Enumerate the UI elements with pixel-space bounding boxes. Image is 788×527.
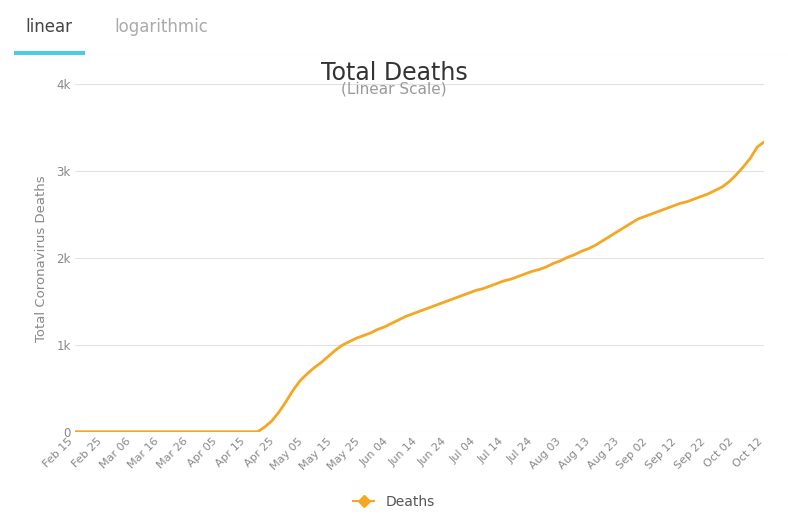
Text: (Linear Scale): (Linear Scale) [341, 82, 447, 96]
Legend: Deaths: Deaths [348, 490, 440, 515]
Y-axis label: Total Coronavirus Deaths: Total Coronavirus Deaths [35, 175, 48, 341]
Text: Total Deaths: Total Deaths [321, 61, 467, 85]
Text: logarithmic: logarithmic [114, 17, 209, 35]
Text: linear: linear [25, 17, 72, 35]
